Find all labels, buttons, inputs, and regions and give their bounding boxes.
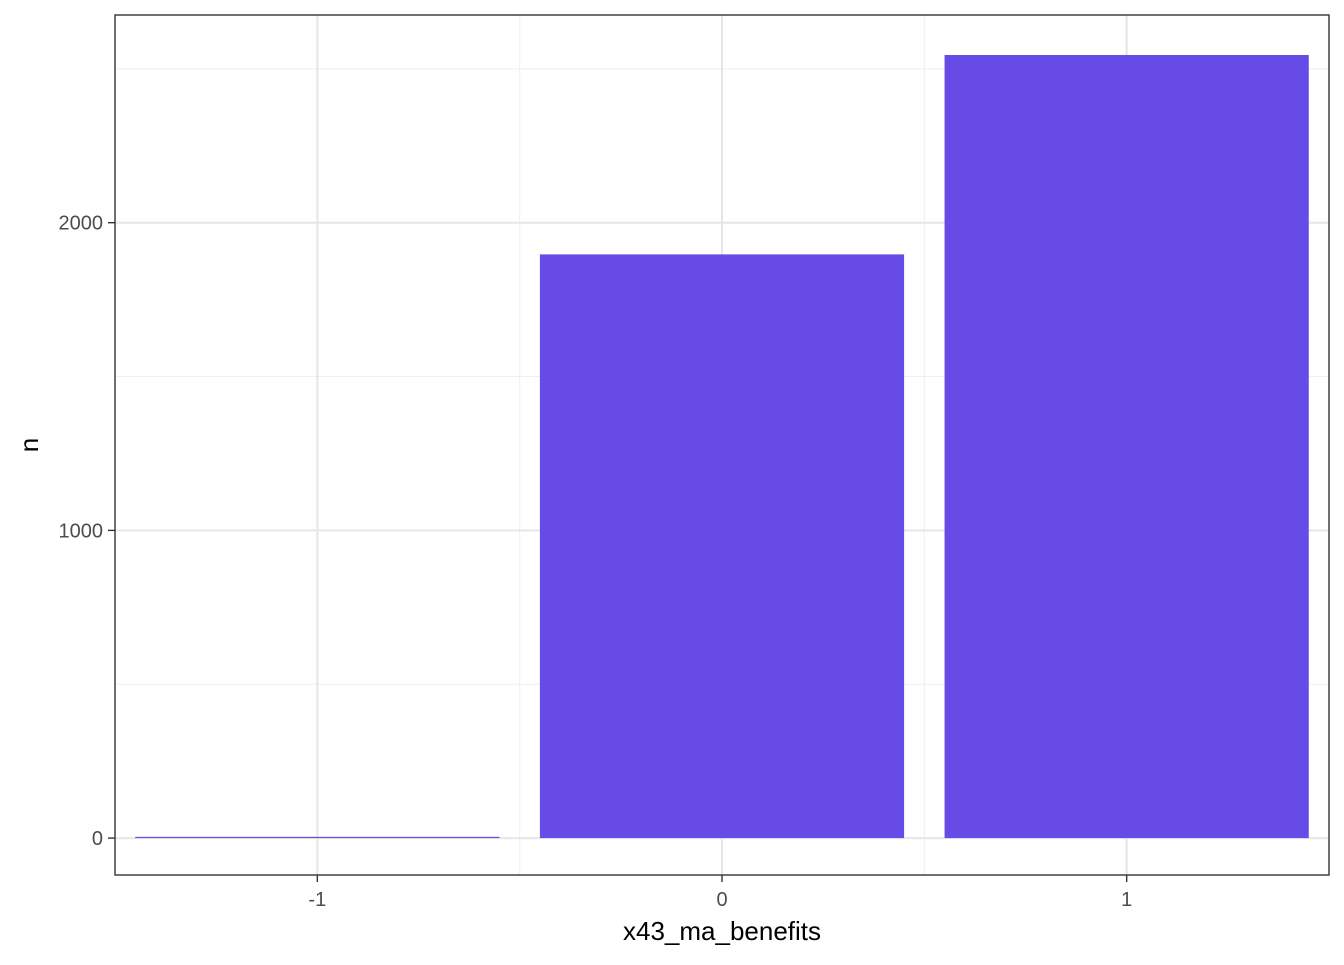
x-tick-label: -1	[308, 889, 326, 911]
x-axis: -1 0 1	[308, 875, 1132, 911]
bar-1	[944, 55, 1309, 839]
y-axis-title: n	[14, 438, 44, 452]
y-axis: 0 1000 2000	[59, 213, 115, 850]
x-tick-label: 1	[1121, 889, 1132, 911]
bar--1	[135, 836, 500, 839]
bars	[135, 55, 1309, 839]
y-tick-label: 0	[92, 828, 103, 850]
bar-0	[539, 254, 905, 839]
x-axis-title: x43_ma_benefits	[623, 916, 821, 946]
y-tick-label: 1000	[59, 520, 104, 542]
y-tick-label: 2000	[59, 213, 104, 235]
x-tick-label: 0	[716, 889, 727, 911]
